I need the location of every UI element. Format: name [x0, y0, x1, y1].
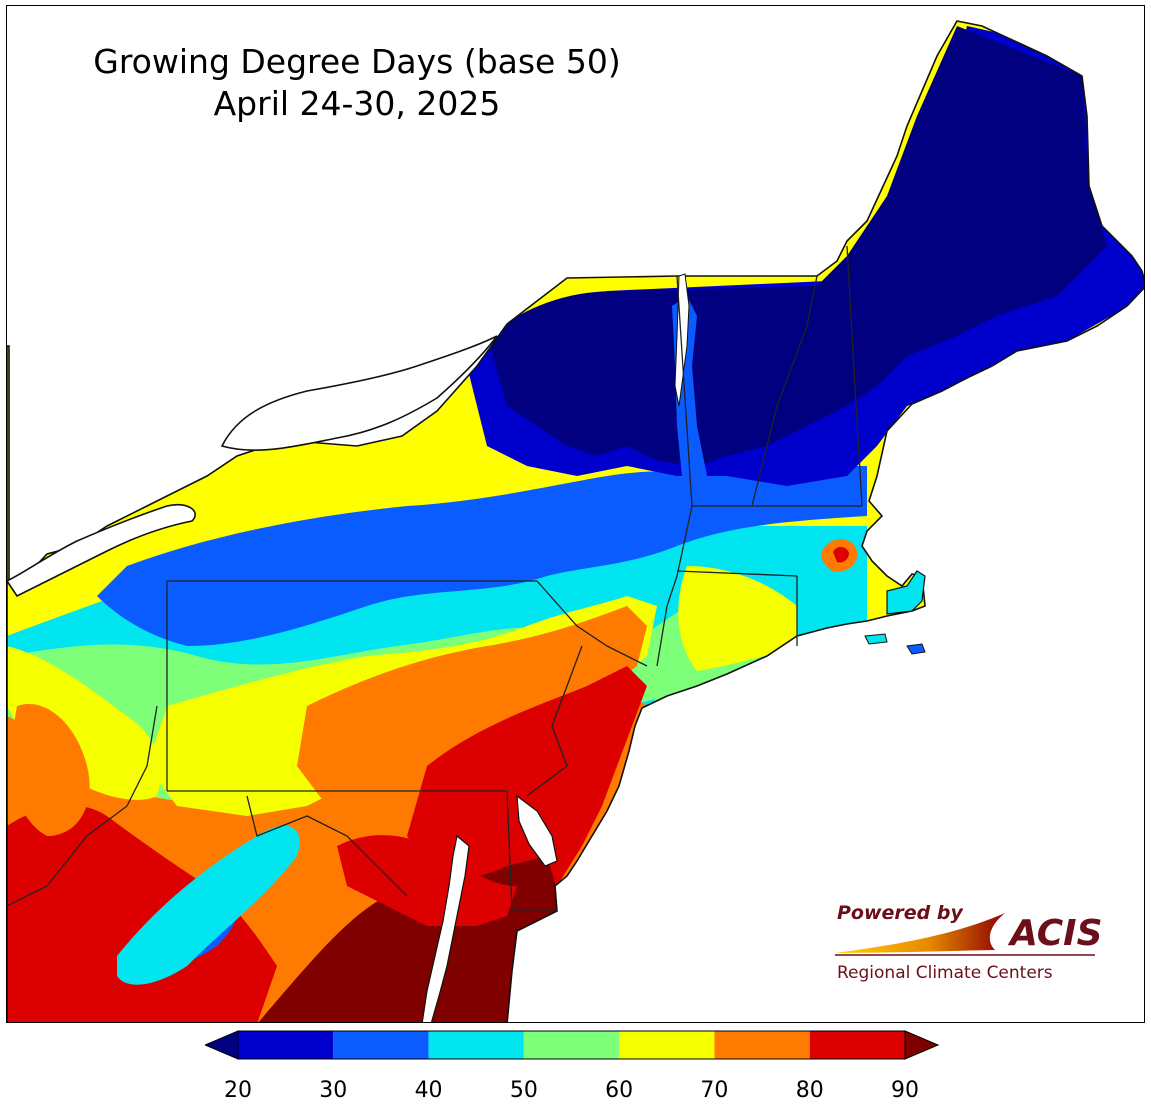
- acis-powered-by: Powered by: [837, 902, 964, 924]
- border-ny-pa: [167, 580, 648, 667]
- map-title: Growing Degree Days (base 50): [93, 42, 621, 81]
- map-subtitle: April 24-30, 2025: [213, 84, 501, 123]
- gdd-map: [7, 20, 1144, 1022]
- border-de: [506, 790, 557, 912]
- colorbar-tick-label: 20: [224, 1078, 252, 1103]
- border-ny-ct: [656, 575, 678, 667]
- border-ct-ma: [676, 570, 798, 577]
- acis-tagline: Regional Climate Centers: [837, 963, 1053, 983]
- border-nh-me: [846, 245, 863, 507]
- colorbar-tick-label: 80: [795, 1078, 824, 1103]
- map-frame: Growing Degree Days (base 50) April 24-3…: [6, 5, 1145, 1023]
- colorbar-tick-label: 60: [605, 1078, 634, 1103]
- colorbar-tick-label: 50: [509, 1078, 538, 1103]
- acis-logo: Powered by ACIS Regional Climate Centers: [835, 902, 1103, 983]
- island-nantucket: [906, 643, 926, 655]
- state-borders: [7, 245, 863, 912]
- colorbar: [205, 1030, 940, 1060]
- colorbar-tick-label: 70: [700, 1078, 729, 1103]
- colorbar-bin: [333, 1031, 429, 1059]
- border-vt-nh: [751, 275, 818, 507]
- acis-brand: ACIS: [1007, 913, 1103, 954]
- colorbar-bin: [428, 1031, 524, 1059]
- chesapeake-bay: [421, 834, 470, 1022]
- border-nj-pa: [526, 645, 583, 797]
- colorbar-tick-label: 40: [414, 1078, 443, 1103]
- colorbar-bin: [809, 1031, 905, 1059]
- acis-swoosh: [835, 913, 1005, 953]
- border-md-va: [246, 795, 408, 897]
- colorbar-tick-label: 90: [891, 1078, 919, 1103]
- delaware-bay: [516, 794, 558, 867]
- colorbar-bins: [238, 1031, 905, 1059]
- lake-ontario: [220, 335, 498, 451]
- colorbar-bin: [523, 1031, 620, 1059]
- border-wv-md: [7, 705, 158, 907]
- colorbar-tick-label: 30: [319, 1078, 348, 1103]
- colorbar-over-arrow: [904, 1030, 940, 1060]
- lake-erie: [7, 503, 196, 598]
- colorbar-bin: [714, 1031, 810, 1059]
- colorbar-bin: [619, 1031, 715, 1059]
- island-marthas-vineyard: [864, 633, 888, 645]
- cape-cod: [886, 570, 926, 615]
- colorbar-under-arrow: [205, 1030, 239, 1060]
- colorbar-bin: [238, 1031, 334, 1059]
